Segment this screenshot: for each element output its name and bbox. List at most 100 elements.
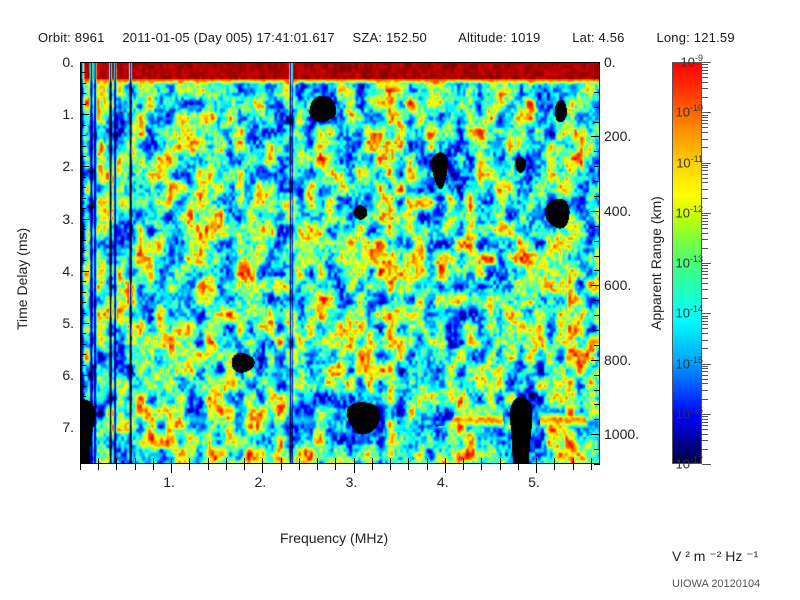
x-axis-tick bbox=[135, 464, 136, 470]
x-axis-top-tick bbox=[171, 458, 172, 464]
credit-label: UIOWA 20120104 bbox=[672, 578, 760, 590]
y-axis-tick bbox=[80, 365, 86, 366]
colorbar-minor-tick bbox=[702, 178, 708, 179]
y-axis-tick-label: 0. bbox=[34, 54, 74, 70]
colorbar-unit-label: V ² m ⁻² Hz ⁻¹ bbox=[672, 548, 758, 565]
y2-axis-tick-label: 0. bbox=[604, 54, 616, 70]
y-axis-tick bbox=[80, 333, 86, 334]
sza-field: SZA: 152.50 bbox=[352, 30, 440, 45]
colorbar-minor-tick bbox=[702, 390, 708, 391]
y2-axis-tick bbox=[591, 285, 600, 286]
header-info-bar: Orbit: 8961 2011-01-05 (Day 005) 17:41:0… bbox=[38, 30, 763, 45]
y-axis-tick bbox=[80, 438, 86, 439]
y2-axis-tick bbox=[594, 464, 600, 465]
y2-axis-tick bbox=[594, 345, 600, 346]
y-axis-tick bbox=[80, 417, 86, 418]
colorbar-tick bbox=[702, 464, 711, 465]
spectrogram-heatmap[interactable] bbox=[80, 62, 600, 464]
y2-axis-tick bbox=[594, 241, 600, 242]
colorbar-minor-tick bbox=[702, 440, 708, 441]
x-axis-top-tick bbox=[153, 458, 154, 464]
y-axis-tick bbox=[80, 407, 86, 408]
y2-axis-tick bbox=[591, 434, 600, 435]
colorbar-minor-tick bbox=[702, 70, 708, 71]
x-axis-tick bbox=[171, 464, 172, 473]
colorbar-minor-tick bbox=[702, 434, 708, 435]
y2-axis-tick bbox=[594, 419, 600, 420]
x-axis-top-tick bbox=[116, 458, 117, 464]
y-axis-tick-label: 6. bbox=[34, 367, 74, 383]
y-axis-tick bbox=[80, 62, 89, 63]
colorbar-minor-tick bbox=[702, 278, 708, 279]
x-axis-top-tick bbox=[408, 458, 409, 464]
spectrogram-window: Orbit: 8961 2011-01-05 (Day 005) 17:41:0… bbox=[0, 0, 800, 600]
colorbar-tick-label: 10-9 bbox=[648, 53, 703, 69]
colorbar-minor-tick bbox=[702, 182, 708, 183]
y-axis-tick-label: 5. bbox=[34, 315, 74, 331]
y-axis-tick bbox=[80, 386, 86, 387]
y2-axis-tick bbox=[594, 166, 600, 167]
x-axis-tick bbox=[445, 464, 446, 473]
x-axis-tick bbox=[591, 464, 592, 470]
colorbar-minor-tick bbox=[702, 174, 708, 175]
y2-axis-tick bbox=[594, 315, 600, 316]
x-axis-tick bbox=[554, 464, 555, 470]
x-axis-tick bbox=[372, 464, 373, 470]
y2-axis-tick bbox=[594, 122, 600, 123]
x-axis-tick bbox=[390, 464, 391, 470]
colorbar-minor-tick bbox=[702, 298, 708, 299]
y-axis-tick bbox=[80, 396, 86, 397]
y-axis-tick bbox=[80, 104, 86, 105]
colorbar-tick-label: 10-12 bbox=[648, 204, 703, 220]
colorbar-minor-tick bbox=[702, 375, 708, 376]
y-axis-tick bbox=[80, 281, 86, 282]
y2-axis-tick bbox=[594, 226, 600, 227]
y-axis-tick-label: 4. bbox=[34, 263, 74, 279]
x-axis-top-tick bbox=[135, 458, 136, 464]
x-axis-top-tick bbox=[390, 458, 391, 464]
y2-axis-tick bbox=[594, 330, 600, 331]
x-axis-tick bbox=[244, 464, 245, 470]
colorbar-minor-tick bbox=[702, 77, 708, 78]
y-axis-tick bbox=[80, 156, 86, 157]
y-axis-tick bbox=[80, 302, 86, 303]
colorbar-minor-tick bbox=[702, 170, 708, 171]
x-axis-tick bbox=[335, 464, 336, 470]
colorbar-minor-tick bbox=[702, 399, 708, 400]
colorbar-minor-tick bbox=[702, 239, 708, 240]
y-axis-tick bbox=[80, 125, 86, 126]
x-axis-tick bbox=[281, 464, 282, 470]
y-axis-title: Time Delay (ms) bbox=[14, 228, 30, 330]
colorbar-minor-tick bbox=[702, 224, 708, 225]
y2-axis-tick bbox=[594, 256, 600, 257]
x-axis-tick bbox=[481, 464, 482, 470]
y-axis-tick bbox=[80, 427, 89, 428]
altitude-field: Altitude: 1019 bbox=[458, 30, 554, 45]
x-axis-top-tick bbox=[481, 458, 482, 464]
y2-axis-tick-label: 600. bbox=[604, 277, 631, 293]
colorbar-minor-tick bbox=[702, 147, 708, 148]
y2-axis-tick-label: 200. bbox=[604, 128, 631, 144]
y2-axis-tick-label: 400. bbox=[604, 203, 631, 219]
x-axis-top-tick bbox=[554, 458, 555, 464]
y2-axis-tick bbox=[594, 270, 600, 271]
y-axis-tick bbox=[80, 229, 86, 230]
x-axis-tick bbox=[518, 464, 519, 470]
y2-axis-tick bbox=[594, 107, 600, 108]
y2-axis-tick-label: 1000. bbox=[604, 426, 639, 442]
x-axis-tick bbox=[98, 464, 99, 470]
y-axis-tick bbox=[80, 187, 86, 188]
colorbar-minor-tick bbox=[702, 123, 708, 124]
y-axis-tick-label: 7. bbox=[34, 419, 74, 435]
x-axis-top-tick bbox=[208, 458, 209, 464]
colorbar-tick-label: 10-16 bbox=[648, 405, 703, 421]
colorbar-minor-tick bbox=[702, 198, 708, 199]
x-axis-tick bbox=[536, 464, 537, 473]
colorbar-tick-label: 10-11 bbox=[648, 154, 703, 170]
colorbar-tick bbox=[702, 263, 711, 264]
x-axis-tick-label: 1. bbox=[163, 474, 175, 490]
x-axis-top-tick bbox=[80, 458, 81, 464]
colorbar-tick bbox=[702, 414, 711, 415]
x-axis-tick bbox=[427, 464, 428, 470]
y2-axis-tick bbox=[594, 390, 600, 391]
